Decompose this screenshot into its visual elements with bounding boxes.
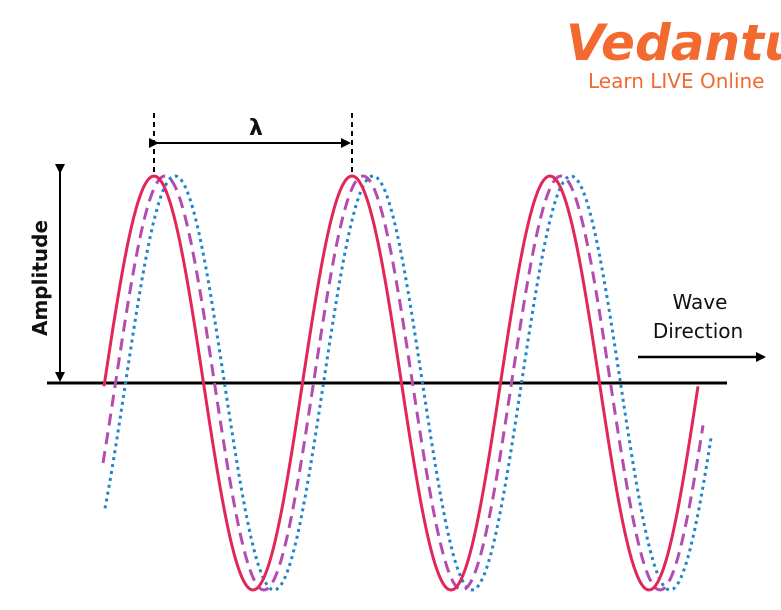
wave-direction-label-line2: Direction [653,319,743,343]
wave-curve-dotted [103,174,713,592]
wave-direction-label-line1: Wave [673,290,728,314]
vedantu-logo: Vedantu Learn LIVE Online [566,14,781,93]
wave-curve-dashed [101,174,705,592]
wavelength-label: λ [249,116,263,141]
wave-curve-solid [102,174,700,592]
amplitude-label: Amplitude [28,220,52,336]
logo-tagline-text: Learn LIVE Online [588,69,764,93]
logo-brand-text: Vedantu [566,14,781,72]
